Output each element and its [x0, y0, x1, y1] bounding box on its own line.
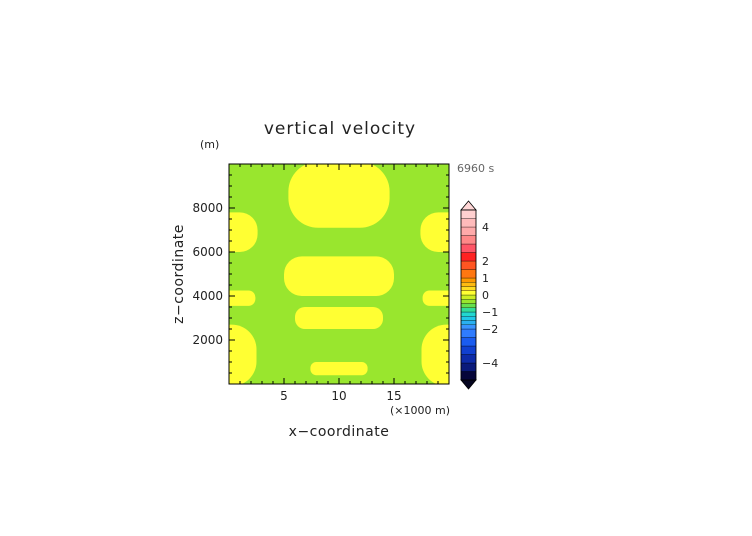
- colorbar-band: [460, 316, 477, 321]
- x-tick-label: 15: [386, 389, 401, 403]
- contour-region-2: [284, 256, 394, 296]
- colorbar-tick-label: 1: [482, 272, 489, 285]
- time-label: 6960 s: [457, 162, 494, 175]
- y-tick-label: 6000: [192, 245, 223, 259]
- x-tick-label: 5: [280, 389, 288, 403]
- colorbar: 4 2 1 0 −1 −2 −4: [460, 200, 498, 390]
- colorbar-band: [460, 345, 477, 355]
- colorbar-band: [460, 260, 477, 270]
- colorbar-band: [460, 328, 477, 338]
- colorbar-band: [460, 269, 477, 279]
- colorbar-tick-label: 4: [482, 221, 489, 234]
- contour-region-10: [421, 324, 449, 384]
- colorbar-band: [460, 294, 477, 300]
- colorbar-tick-label: −1: [482, 306, 498, 319]
- colorbar-band: [460, 286, 477, 291]
- colorbar-frame: [460, 209, 477, 381]
- colorbar-band: [460, 235, 477, 245]
- x-unit-label: (×1000 m): [390, 404, 450, 417]
- colorbar-band: [460, 299, 477, 304]
- colorbar-band: [460, 226, 477, 236]
- contour-region-1: [288, 164, 390, 228]
- plot-area: 5 10 15 2000 4000 6000 8000: [192, 163, 450, 403]
- contour-region-5: [229, 212, 258, 252]
- y-unit-label: (m): [200, 138, 219, 151]
- y-tick-label: 4000: [192, 289, 223, 303]
- y-axis-label: z−coordinate: [171, 224, 187, 324]
- colorbar-band: [460, 252, 477, 262]
- x-axis-label: x−coordinate: [289, 424, 390, 440]
- chart-title: vertical velocity: [264, 119, 416, 139]
- contour-region-6: [420, 212, 449, 252]
- colorbar-tick-label: 0: [482, 289, 489, 302]
- colorbar-band: [460, 277, 477, 283]
- colorbar-band: [460, 320, 477, 325]
- colorbar-band: [460, 303, 477, 308]
- colorbar-band: [460, 218, 477, 228]
- colorbar-band: [460, 324, 477, 330]
- colorbar-band: [460, 371, 477, 381]
- colorbar-tick-label: −2: [482, 323, 498, 336]
- colorbar-band: [460, 243, 477, 253]
- x-tick-label: 10: [331, 389, 346, 403]
- colorbar-extend-max: [460, 200, 477, 211]
- y-tick-label: 8000: [192, 201, 223, 215]
- colorbar-band: [460, 362, 477, 372]
- colorbar-band: [460, 209, 477, 219]
- colorbar-band: [460, 290, 477, 296]
- colorbar-extend-min: [460, 379, 477, 390]
- contour-region-3: [295, 307, 383, 329]
- colorbar-band: [460, 282, 477, 287]
- colorbar-tick-label: 2: [482, 255, 489, 268]
- contour-regions: [229, 164, 449, 384]
- colorbar-band: [460, 337, 477, 347]
- contour-region-8: [422, 290, 449, 306]
- colorbar-band: [460, 307, 477, 313]
- contour-region-7: [229, 290, 256, 306]
- colorbar-tick-label: −4: [482, 357, 498, 370]
- colorbar-band: [460, 311, 477, 317]
- colorbar-band: [460, 354, 477, 364]
- y-tick-label: 2000: [192, 333, 223, 347]
- contour-region-9: [229, 324, 257, 384]
- contour-region-4: [310, 362, 368, 376]
